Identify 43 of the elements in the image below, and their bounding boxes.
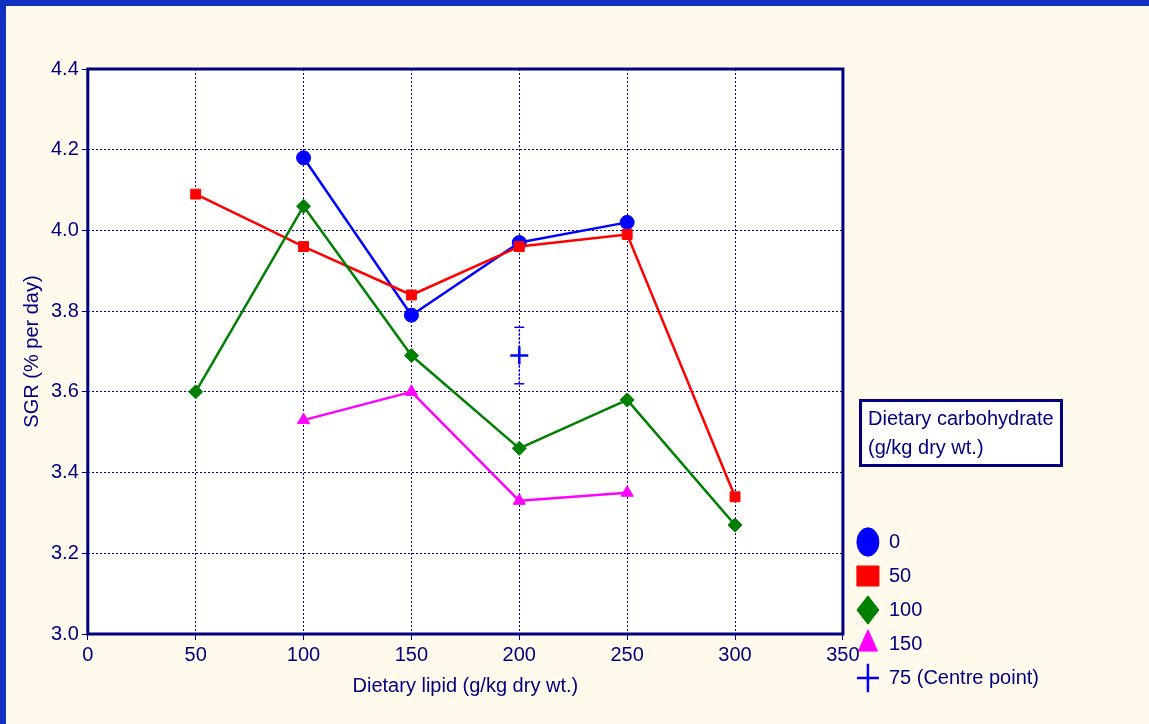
y-tick-label: 3.0	[50, 621, 79, 644]
point	[298, 241, 309, 253]
point	[620, 485, 634, 497]
x-tick-label: 100	[286, 642, 321, 665]
x-tick-label: 350	[826, 642, 860, 665]
point	[188, 384, 204, 400]
legend-label: 100	[888, 597, 923, 620]
x-axis-title: Dietary lipid (g/kg dry wt.)	[352, 673, 579, 696]
legend-label: 75 (Centre point)	[888, 665, 1039, 688]
point	[190, 188, 202, 200]
y-tick-label: 3.2	[50, 540, 79, 563]
legend-title: Dietary carbohydrate (g/kg dry wt.)	[859, 399, 1063, 467]
y-tick-label: 4.4	[50, 56, 79, 79]
legend-label: 50	[888, 563, 912, 586]
point	[621, 229, 633, 240]
point	[729, 491, 741, 503]
y-tick-label: 3.8	[50, 298, 79, 321]
x-tick-label: 150	[394, 642, 429, 665]
y-tick-label: 3.6	[50, 379, 79, 402]
y-tick-label: 3.4	[50, 460, 79, 483]
point	[509, 345, 530, 366]
point	[513, 241, 525, 253]
point	[403, 348, 419, 364]
point	[404, 384, 418, 396]
y-axis-title: SGR (% per day)	[19, 275, 42, 428]
x-tick-label: 50	[184, 642, 207, 665]
point	[296, 198, 312, 214]
point	[619, 392, 635, 408]
point	[619, 214, 635, 230]
point	[727, 517, 743, 533]
legend-label: 0	[888, 529, 901, 552]
point	[296, 412, 311, 425]
x-tick-label: 250	[610, 642, 644, 665]
point	[511, 440, 527, 456]
point	[405, 289, 417, 301]
point	[512, 493, 526, 505]
y-tick-label: 4.2	[50, 137, 79, 160]
x-tick-label: 200	[502, 642, 536, 665]
x-tick-label: 0	[82, 642, 94, 665]
point	[296, 150, 312, 166]
point	[403, 307, 419, 323]
x-tick-label: 300	[718, 642, 752, 665]
y-tick-label: 4.0	[50, 217, 79, 240]
